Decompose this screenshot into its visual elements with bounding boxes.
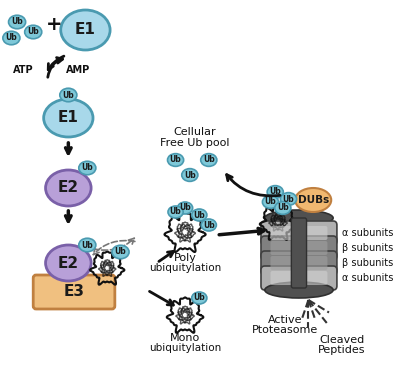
Text: Ub: Ub — [6, 34, 17, 43]
Text: Ub: Ub — [82, 163, 93, 172]
FancyBboxPatch shape — [270, 241, 328, 255]
Ellipse shape — [79, 161, 96, 175]
Text: Ub: Ub — [115, 248, 126, 256]
Text: Poly: Poly — [174, 253, 196, 263]
Ellipse shape — [44, 99, 93, 137]
FancyBboxPatch shape — [261, 236, 337, 260]
Text: β subunits: β subunits — [342, 258, 393, 268]
FancyBboxPatch shape — [261, 251, 337, 275]
Text: β subunits: β subunits — [342, 243, 393, 253]
Text: Ub: Ub — [170, 156, 182, 165]
FancyBboxPatch shape — [261, 266, 337, 290]
Text: +: + — [46, 16, 62, 34]
Text: Cleaved: Cleaved — [319, 335, 364, 345]
Ellipse shape — [79, 238, 96, 252]
Text: AMP: AMP — [66, 65, 90, 75]
FancyBboxPatch shape — [291, 218, 306, 288]
Text: E1: E1 — [58, 111, 79, 126]
Text: Ptoteasome: Ptoteasome — [252, 325, 318, 335]
Text: Ub: Ub — [62, 90, 74, 99]
Text: Ub: Ub — [179, 203, 191, 212]
FancyBboxPatch shape — [270, 271, 328, 285]
Text: Ub: Ub — [27, 27, 39, 36]
Text: Ub: Ub — [283, 194, 294, 203]
Ellipse shape — [265, 282, 333, 298]
Ellipse shape — [8, 15, 26, 29]
Ellipse shape — [112, 245, 129, 259]
Ellipse shape — [46, 245, 91, 281]
Text: Ub: Ub — [184, 170, 196, 179]
Text: Free Ub pool: Free Ub pool — [160, 138, 229, 148]
Ellipse shape — [280, 193, 296, 205]
Ellipse shape — [61, 10, 110, 50]
Text: ubiquitylation: ubiquitylation — [149, 263, 221, 273]
Ellipse shape — [182, 169, 198, 181]
Ellipse shape — [201, 154, 217, 167]
Text: Peptides: Peptides — [318, 345, 366, 355]
Ellipse shape — [3, 31, 20, 45]
Text: α subunits: α subunits — [342, 228, 393, 238]
Text: E2: E2 — [58, 255, 79, 271]
FancyBboxPatch shape — [270, 226, 328, 240]
Text: Ub: Ub — [82, 240, 93, 249]
Ellipse shape — [46, 170, 91, 206]
Ellipse shape — [178, 202, 193, 214]
Ellipse shape — [168, 206, 183, 218]
Ellipse shape — [267, 186, 283, 198]
Text: Mono: Mono — [170, 333, 200, 343]
Text: Ub: Ub — [194, 294, 205, 303]
FancyBboxPatch shape — [261, 221, 337, 245]
FancyBboxPatch shape — [33, 275, 115, 309]
Text: α subunits: α subunits — [342, 273, 393, 283]
Text: Cellular: Cellular — [173, 127, 216, 137]
Text: E1: E1 — [75, 23, 96, 38]
Ellipse shape — [25, 25, 42, 39]
Ellipse shape — [60, 88, 77, 102]
Ellipse shape — [168, 154, 184, 167]
Ellipse shape — [262, 196, 278, 208]
Text: E3: E3 — [64, 285, 84, 300]
Text: Active: Active — [268, 315, 302, 325]
FancyBboxPatch shape — [270, 256, 328, 270]
Text: DUBs: DUBs — [298, 195, 329, 205]
Text: Ub: Ub — [11, 18, 23, 27]
Ellipse shape — [201, 219, 216, 231]
Text: Ub: Ub — [194, 210, 205, 219]
Text: Ub: Ub — [170, 208, 182, 217]
Text: ATP: ATP — [14, 65, 34, 75]
Ellipse shape — [265, 210, 333, 226]
Text: ubiquitylation: ubiquitylation — [149, 343, 221, 353]
Text: Ub: Ub — [277, 203, 289, 212]
Text: Ub: Ub — [269, 188, 281, 197]
Text: E2: E2 — [58, 181, 79, 196]
Ellipse shape — [192, 292, 207, 304]
Ellipse shape — [192, 209, 207, 221]
Text: Ub: Ub — [203, 221, 215, 230]
Text: Ub: Ub — [265, 197, 276, 206]
Ellipse shape — [275, 202, 291, 214]
Text: Ub: Ub — [203, 156, 215, 165]
Ellipse shape — [295, 188, 331, 212]
